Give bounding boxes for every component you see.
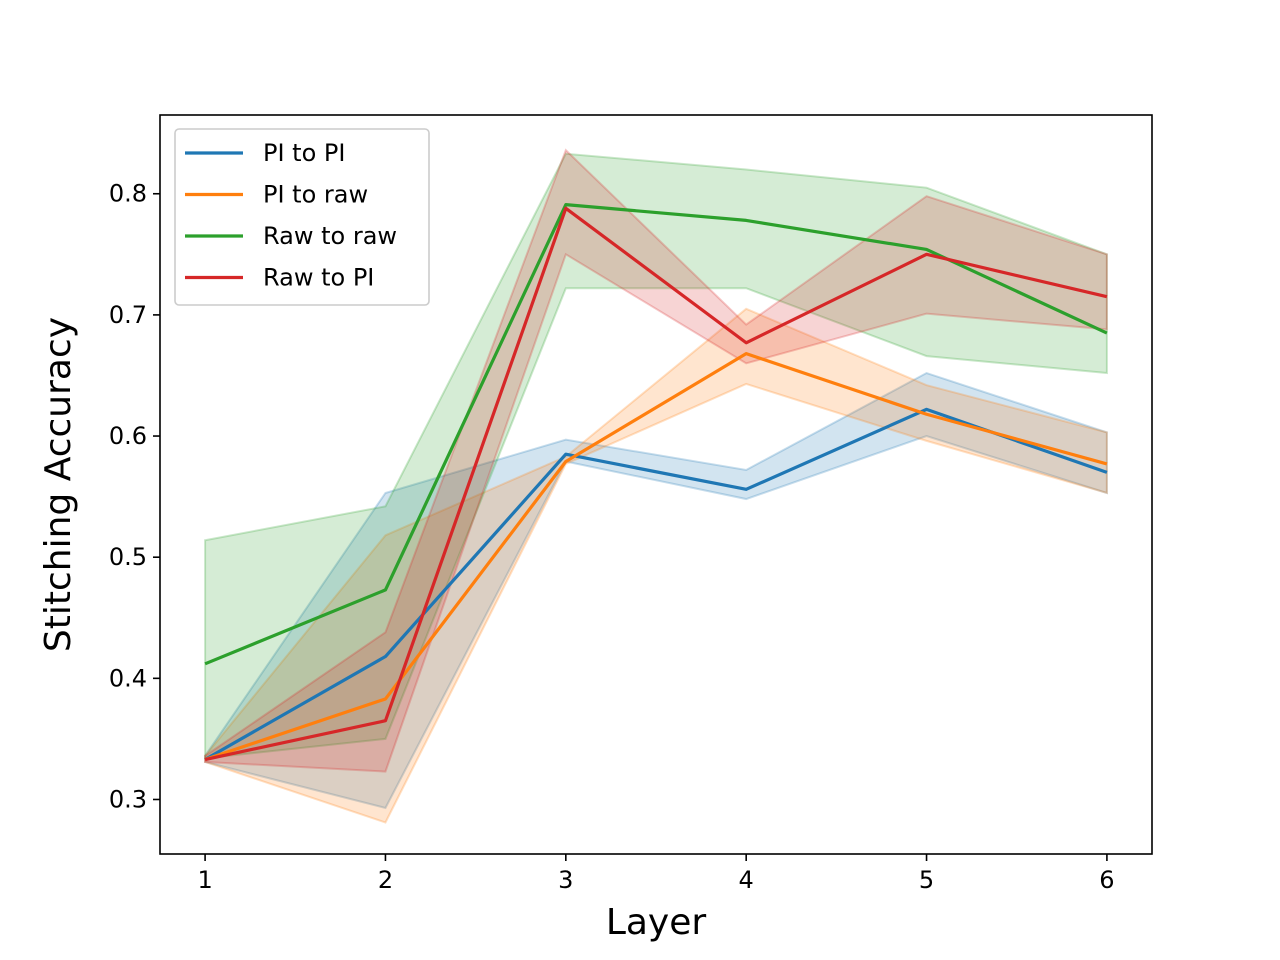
y-tick-label: 0.3: [109, 785, 147, 813]
line-series-3: [204, 206, 1108, 762]
line-series-0: [204, 407, 1108, 761]
legend-label: PI to raw: [263, 181, 368, 209]
x-tick-label: 4: [739, 866, 754, 894]
legend-label: PI to PI: [263, 139, 345, 167]
legend-label: Raw to PI: [263, 264, 374, 292]
y-tick-label: 0.6: [109, 422, 147, 450]
x-tick-label: 1: [197, 866, 212, 894]
x-tick-label: 3: [558, 866, 573, 894]
y-axis: 0.3 0.4 0.5 0.6 0.7 0.8: [109, 180, 160, 813]
legend-label: Raw to raw: [263, 222, 397, 250]
y-tick-label: 0.5: [109, 543, 147, 571]
y-axis-label: Stitching Accuracy: [38, 317, 79, 652]
x-axis-label: Layer: [606, 902, 707, 943]
y-tick-label: 0.7: [109, 301, 147, 329]
series-lines: [204, 203, 1108, 762]
band-series-1: [204, 307, 1108, 824]
x-tick-label: 2: [378, 866, 393, 894]
band-series-3: [204, 148, 1108, 773]
line-series-2: [204, 203, 1108, 666]
y-tick-label: 0.4: [109, 664, 147, 692]
y-tick-label: 0.8: [109, 180, 147, 208]
band-series-0: [204, 371, 1108, 810]
x-tick-label: 5: [919, 866, 934, 894]
line-series-1: [204, 352, 1108, 762]
x-tick-label: 6: [1099, 866, 1114, 894]
plot-area-frame: [159, 114, 1153, 855]
x-axis: 1 2 3 4 5 6: [197, 854, 1115, 894]
legend-box: [174, 128, 430, 306]
legend: PI to PI PI to raw Raw to raw Raw to PI: [174, 128, 430, 306]
